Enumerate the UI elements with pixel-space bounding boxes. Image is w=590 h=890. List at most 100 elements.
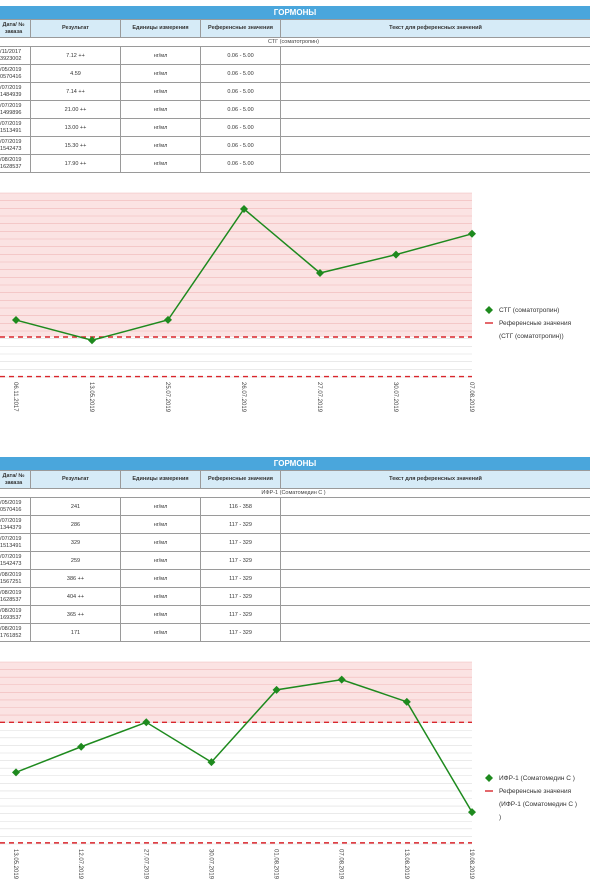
order-number: 51693537	[0, 614, 22, 621]
unit-cell: нг/мл	[120, 569, 201, 588]
x-tick-label: 07.08.2019	[468, 382, 474, 413]
result-cell: 404 ++	[30, 587, 121, 606]
reference-cell: 0.06 - 5.00	[200, 64, 281, 83]
x-tick-label: 25.07.2019	[164, 382, 170, 413]
column-reference: Референсные значения	[200, 470, 281, 489]
unit-cell: нг/мл	[120, 533, 201, 552]
reference-text-cell	[280, 100, 590, 119]
reference-cell: 0.06 - 5.00	[200, 100, 281, 119]
data-point-marker	[164, 315, 172, 324]
data-point-marker	[316, 269, 324, 277]
date-order-cell: 2/07/201951344379	[0, 515, 31, 534]
date-text: 0/07/2019	[0, 553, 22, 560]
x-tick-label: 13.05.2019	[88, 382, 94, 413]
reference-cell: 117 - 329	[200, 605, 281, 624]
date-order-cell: 3/05/201930570416	[0, 64, 31, 83]
data-point-marker	[337, 675, 346, 684]
date-order-cell: 5/07/201951484939	[0, 82, 31, 101]
column-date: Дата/ № заказа	[0, 19, 31, 38]
order-number: 51344379	[0, 524, 22, 531]
data-point-marker	[392, 250, 400, 259]
reference-text-cell	[280, 64, 590, 83]
unit-cell: нг/мл	[120, 605, 201, 624]
data-point-marker	[240, 205, 248, 213]
date-text: 0/07/2019	[0, 138, 22, 145]
results-table-stg: Дата/ № заказа Результат Единицы измерен…	[0, 19, 590, 173]
order-number: 30570416	[0, 73, 22, 80]
legend-label: (ИФР-1 (Соматомедин С )	[499, 801, 577, 808]
date-order-cell: 7/07/201951513491	[0, 533, 31, 552]
data-point-marker	[12, 316, 20, 325]
chart-stg: 06.11.2017 13.05.2019 25.07.2019 26.07.2019…	[0, 192, 572, 413]
x-tick-label: 19.08.2019	[468, 849, 474, 880]
order-number: 51484939	[0, 91, 22, 98]
order-number: 51628537	[0, 596, 22, 603]
column-result: Результат	[30, 19, 121, 38]
date-order-cell: 1/08/201951567251	[0, 569, 31, 588]
date-text: 1/08/2019	[0, 571, 22, 578]
order-number: 53923002	[0, 55, 22, 62]
result-cell: 329	[30, 533, 121, 552]
date-text: 5/07/2019	[0, 84, 22, 91]
column-result: Результат	[30, 470, 121, 489]
date-text: 7/08/2019	[0, 589, 22, 596]
table-row: 7/07/20195151349113.00 ++нг/мл0.06 - 5.0…	[0, 118, 590, 137]
analyte-subheader: СТГ (соматотропин)	[0, 37, 590, 47]
date-order-cell: 3/05/201930570416	[0, 497, 31, 516]
date-order-cell: 3/08/201951693537	[0, 605, 31, 624]
out-of-range-band	[0, 193, 472, 337]
x-tick-label: 27.07.2019	[316, 382, 322, 413]
data-point-marker	[468, 229, 476, 238]
result-cell: 286	[30, 515, 121, 534]
unit-cell: нг/мл	[120, 587, 201, 606]
x-tick-label: 01.08.2019	[273, 849, 279, 880]
reference-text-cell	[280, 118, 590, 137]
date-order-cell: 6/11/201753923002	[0, 46, 31, 65]
result-cell: 386 ++	[30, 569, 121, 588]
date-text: 7/07/2019	[0, 120, 22, 127]
order-number: 51499896	[0, 109, 22, 116]
reference-text-cell	[280, 587, 590, 606]
reference-cell: 0.06 - 5.00	[200, 154, 281, 173]
data-point-marker	[207, 758, 216, 767]
legend-label: Референсные значения	[499, 788, 572, 795]
result-cell: 21.00 ++	[30, 100, 121, 119]
reference-cell: 117 - 329	[200, 533, 281, 552]
x-tick-label: 27.07.2019	[142, 849, 148, 880]
legend-label: ИФР-1 (Соматомедин С )	[499, 775, 575, 782]
reference-text-cell	[280, 605, 590, 624]
unit-cell: нг/мл	[120, 82, 201, 101]
date-text: 3/08/2019	[0, 607, 22, 614]
reference-text-cell	[280, 46, 590, 65]
legend-label: Референсные значения	[499, 320, 572, 327]
unit-cell: нг/мл	[120, 64, 201, 83]
x-tick-label: 06.11.2017	[12, 382, 18, 412]
reference-text-cell	[280, 533, 590, 552]
order-number: 51567251	[0, 578, 22, 585]
result-cell: 259	[30, 551, 121, 570]
legend-label: (СТГ (соматотропин))	[499, 333, 564, 340]
date-order-cell: 7/08/201951628537	[0, 154, 31, 173]
data-point-marker	[272, 685, 281, 694]
column-unit: Единицы измерения	[120, 470, 201, 489]
result-cell: 241	[30, 497, 121, 516]
date-order-cell: 7/08/201951628537	[0, 587, 31, 606]
reference-cell: 117 - 329	[200, 515, 281, 534]
reference-text-cell	[280, 154, 590, 173]
reference-cell: 0.06 - 5.00	[200, 82, 281, 101]
analyte-subheader: ИФР-1 (Соматомедин С )	[0, 488, 590, 498]
reference-text-cell	[280, 569, 590, 588]
data-point-marker	[142, 718, 151, 727]
result-cell: 4.59	[30, 64, 121, 83]
date-text: 3/05/2019	[0, 66, 22, 73]
reference-text-cell	[280, 551, 590, 570]
order-number: 30570416	[0, 506, 22, 513]
reference-cell: 117 - 329	[200, 587, 281, 606]
date-text: 9/08/2019	[0, 625, 22, 632]
date-order-cell: 7/07/201951513491	[0, 118, 31, 137]
